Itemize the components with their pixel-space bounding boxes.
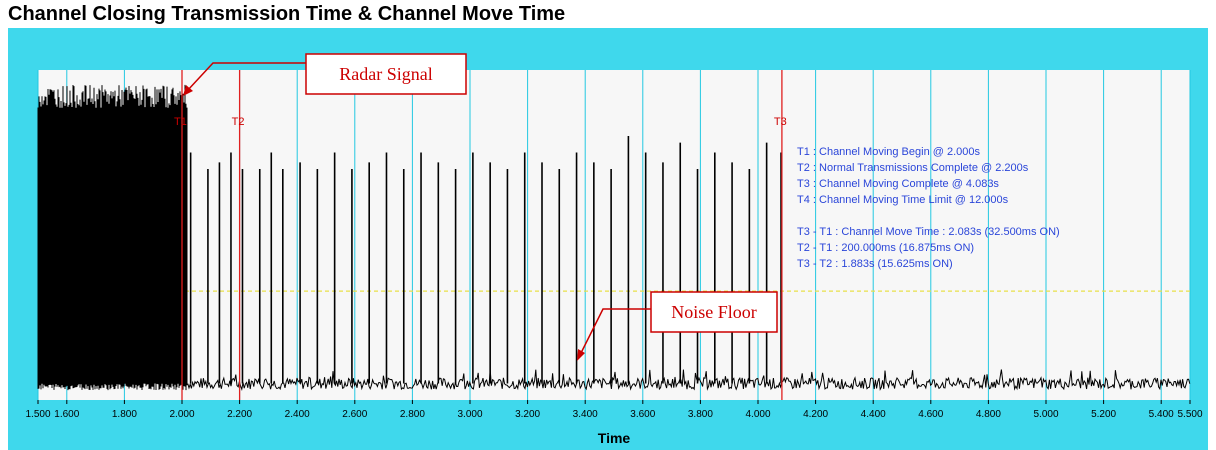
x-tick-label: 1.600 bbox=[54, 409, 79, 420]
radar-signal-box bbox=[305, 53, 467, 95]
marker-label-t1: T1 bbox=[174, 116, 187, 128]
x-tick-label: 2.400 bbox=[285, 409, 310, 420]
info-line: T3 - T2 : 1.883s (15.625ms ON) bbox=[797, 258, 953, 270]
x-tick-label: 5.400 bbox=[1149, 409, 1174, 420]
x-tick-label: 2.800 bbox=[400, 409, 425, 420]
x-tick-label: 1.500 bbox=[25, 409, 50, 420]
marker-label-t2: T2 bbox=[232, 116, 245, 128]
x-tick-label: 4.600 bbox=[918, 409, 943, 420]
info-line: T1 : Channel Moving Begin @ 2.000s bbox=[797, 146, 980, 158]
marker-label-t3: T3 bbox=[774, 116, 787, 128]
x-tick-label: 3.400 bbox=[573, 409, 598, 420]
radar-signal-arrow bbox=[186, 62, 306, 92]
noise-floor-label: Noise Floor bbox=[671, 302, 757, 322]
chart-title: Channel Closing Transmission Time & Chan… bbox=[8, 3, 566, 25]
x-axis-label: Time bbox=[598, 430, 631, 446]
x-tick-label: 4.800 bbox=[976, 409, 1001, 420]
radar-signal-label: Radar Signal bbox=[339, 64, 432, 84]
noise-floor-arrowhead bbox=[577, 349, 585, 361]
x-tick-label: 4.200 bbox=[803, 409, 828, 420]
noise-floor-trace bbox=[187, 369, 1191, 392]
x-tick-label: 4.400 bbox=[861, 409, 886, 420]
info-legend: T1 : Channel Moving Begin @ 2.000s T2 : N… bbox=[797, 146, 1060, 270]
radar-signal-arrowhead bbox=[183, 85, 193, 96]
x-tick-label: 3.200 bbox=[515, 409, 540, 420]
x-tick-label: 5.500 bbox=[1177, 409, 1202, 420]
radar-burst bbox=[37, 84, 188, 391]
noise-floor-box bbox=[650, 291, 778, 333]
x-tick-label: 4.000 bbox=[745, 409, 770, 420]
x-tick-label: 1.800 bbox=[112, 409, 137, 420]
noise-floor-callout: Noise Floor bbox=[577, 291, 778, 361]
x-tick-label: 2.600 bbox=[342, 409, 367, 420]
x-tick-label: 2.000 bbox=[169, 409, 194, 420]
noise-floor-arrow bbox=[579, 308, 651, 356]
marker-layer: T1 T2 T3 bbox=[174, 70, 787, 400]
info-line: T2 - T1 : 200.000ms (16.875ms ON) bbox=[797, 242, 974, 254]
info-line: T3 : Channel Moving Complete @ 4.083s bbox=[797, 178, 999, 190]
x-tick-label: 3.000 bbox=[457, 409, 482, 420]
info-line: T3 - T1 : Channel Move Time : 2.083s (32… bbox=[797, 226, 1060, 238]
x-tick-label: 5.000 bbox=[1033, 409, 1058, 420]
x-axis: 1.500 1.600 1.800 2.000 2.200 2.400 2.600 2.800… bbox=[25, 400, 1203, 420]
info-line: T2 : Normal Transmissions Complete @ 2.2… bbox=[797, 162, 1029, 174]
x-tick-label: 3.800 bbox=[688, 409, 713, 420]
plot-area bbox=[38, 70, 1190, 400]
x-tick-label: 5.200 bbox=[1091, 409, 1116, 420]
x-tick-label: 2.200 bbox=[227, 409, 252, 420]
info-line: T4 : Channel Moving Time Limit @ 12.000s bbox=[797, 194, 1009, 206]
signal-layer bbox=[37, 84, 1191, 392]
x-tick-label: 3.600 bbox=[630, 409, 655, 420]
radar-signal-callout: Radar Signal bbox=[183, 53, 467, 96]
